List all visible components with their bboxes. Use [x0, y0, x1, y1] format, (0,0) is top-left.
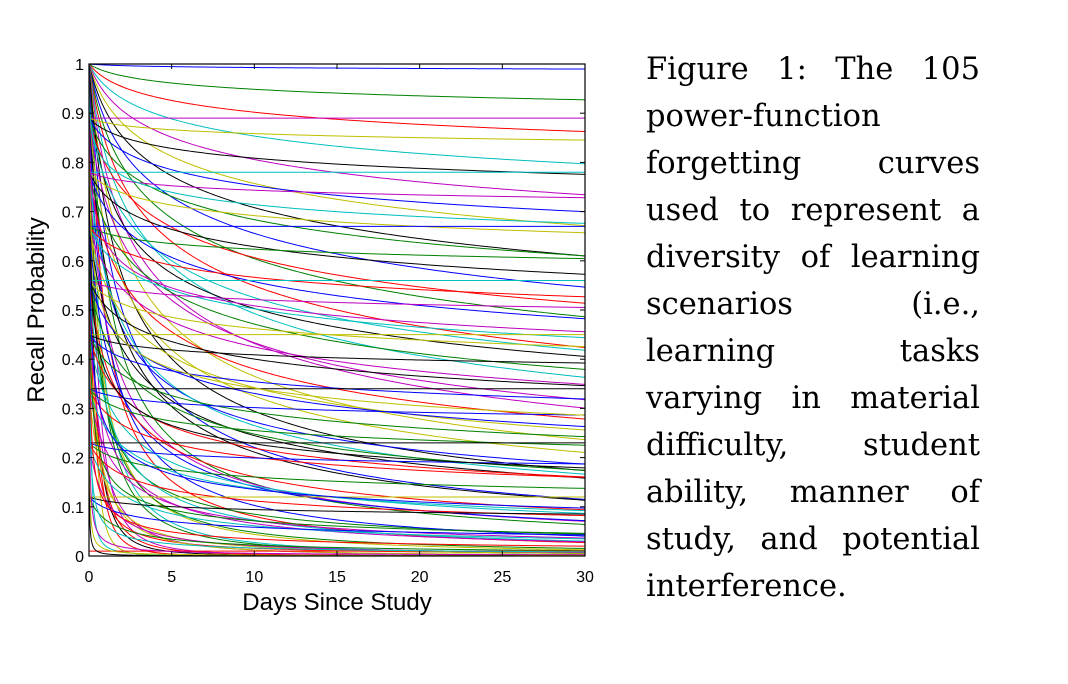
curve-63	[89, 280, 585, 387]
x-tick-label: 10	[245, 569, 263, 586]
curve-8	[89, 64, 585, 288]
x-tick-label: 0	[85, 569, 94, 586]
curve-76	[89, 334, 585, 556]
curve-71	[89, 334, 585, 400]
curve-13	[89, 64, 585, 441]
curve-92	[89, 496, 585, 536]
axis-ticks	[88, 63, 586, 557]
curve-5	[89, 64, 585, 196]
curve-91	[89, 496, 585, 515]
curve-88	[89, 442, 585, 540]
curve-79	[89, 388, 585, 446]
curve-28	[89, 117, 585, 175]
curve-9	[89, 64, 585, 318]
curve-12	[89, 64, 585, 409]
curve-30	[89, 117, 585, 257]
curve-98	[89, 162, 585, 469]
curve-85	[89, 442, 585, 465]
x-tick-label: 5	[167, 569, 176, 586]
curve-97	[89, 137, 585, 416]
y-tick-label: 0.9	[62, 106, 84, 123]
curve-52	[89, 226, 585, 298]
curve-22	[89, 64, 585, 465]
curve-41	[89, 171, 585, 234]
curve-87	[89, 442, 585, 517]
y-tick-label: 0	[75, 549, 84, 566]
curve-96	[89, 113, 585, 333]
curve-7	[89, 64, 585, 257]
curve-73	[89, 334, 585, 478]
x-axis-title: Days Since Study	[242, 589, 431, 616]
y-tick-label: 0.2	[62, 451, 84, 468]
curve-103	[89, 359, 585, 556]
y-tick-label: 0.7	[62, 205, 84, 222]
y-tick-label: 1	[75, 57, 84, 74]
curve-93	[89, 496, 585, 552]
curve-54	[89, 226, 585, 385]
y-tick-label: 0.4	[62, 352, 84, 369]
figure-caption: Figure 1: The 105 power-function forgett…	[646, 52, 980, 604]
x-tick-label: 25	[493, 569, 511, 586]
curve-72	[89, 334, 585, 438]
curve-66	[89, 280, 585, 511]
curve-44	[89, 172, 585, 370]
curves-group	[89, 64, 585, 556]
curve-80	[89, 388, 585, 478]
curve-86	[89, 442, 585, 489]
curve-43	[89, 172, 585, 320]
curve-2	[89, 64, 585, 101]
curve-99	[89, 186, 585, 509]
curve-31	[89, 118, 585, 304]
curve-1	[89, 64, 585, 70]
curve-42	[89, 172, 585, 275]
curve-3	[89, 64, 585, 133]
curve-62	[89, 280, 585, 348]
y-axis-title: Recall Probability	[23, 217, 50, 402]
curve-40	[89, 171, 585, 199]
curve-21	[89, 64, 585, 357]
curve-61	[89, 280, 585, 308]
curve-53	[89, 226, 585, 339]
curve-70	[89, 334, 585, 364]
curve-6	[89, 64, 585, 227]
y-tick-label: 0.5	[62, 303, 84, 320]
curve-83	[89, 388, 585, 554]
x-tick-label: 30	[576, 569, 594, 586]
x-tick-label: 20	[411, 569, 429, 586]
curve-29	[89, 117, 585, 213]
curve-48	[89, 172, 585, 551]
curve-58	[89, 226, 585, 549]
curve-95	[89, 88, 585, 224]
curve-55	[89, 226, 585, 431]
curve-78	[89, 388, 585, 416]
y-tick-label: 0.8	[62, 155, 84, 172]
y-tick-label: 0.6	[62, 254, 84, 271]
curve-75	[89, 334, 585, 543]
axis-tick-labels: 0 5 10 15 20 25 30 0 0.1 0.2 0.3 0.4 0.5 0.6 0.7 0.8 0.9…	[62, 57, 594, 586]
forgetting-curves-chart: 0 5 10 15 20 25 30 0 0.1 0.2 0.3 0.4 0.5 0.6 0.7 0.8 0.9…	[23, 57, 594, 616]
curve-45	[89, 172, 585, 420]
curve-101	[89, 260, 585, 547]
curve-51	[89, 225, 585, 260]
curve-100	[89, 211, 585, 534]
y-tick-label: 0.1	[62, 500, 84, 517]
x-tick-label: 15	[328, 569, 346, 586]
curve-33	[89, 118, 585, 401]
curve-34	[89, 118, 585, 453]
y-tick-label: 0.3	[62, 401, 84, 418]
curve-27	[89, 117, 585, 141]
curve-102	[89, 309, 585, 553]
